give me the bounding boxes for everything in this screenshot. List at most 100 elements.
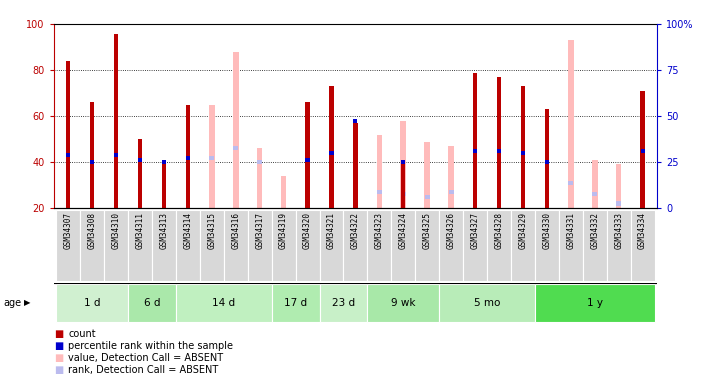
Bar <box>200 210 224 281</box>
Text: GSM34334: GSM34334 <box>638 212 647 249</box>
Bar <box>296 210 320 281</box>
Bar <box>391 210 415 281</box>
Text: age: age <box>4 298 22 308</box>
Bar <box>209 105 215 208</box>
Text: GSM34325: GSM34325 <box>423 212 432 249</box>
Bar <box>66 61 70 208</box>
Bar <box>521 151 526 155</box>
Text: 23 d: 23 d <box>332 298 355 308</box>
Bar <box>162 162 166 208</box>
Bar <box>521 86 525 208</box>
Text: GSM34330: GSM34330 <box>542 212 551 249</box>
Bar <box>271 284 320 322</box>
Text: GSM34333: GSM34333 <box>614 212 623 249</box>
Bar <box>463 210 487 281</box>
Bar <box>545 110 549 208</box>
Bar <box>569 181 573 185</box>
Text: ■: ■ <box>54 341 63 351</box>
Bar <box>487 210 511 281</box>
Text: GSM34307: GSM34307 <box>64 212 73 249</box>
Text: ■: ■ <box>54 353 63 363</box>
Bar <box>535 284 655 322</box>
Bar <box>545 160 549 164</box>
Text: ■: ■ <box>54 365 63 375</box>
Bar <box>377 190 382 194</box>
Bar <box>320 210 343 281</box>
Bar <box>439 210 463 281</box>
Bar <box>473 73 477 208</box>
Text: 5 mo: 5 mo <box>474 298 500 308</box>
Bar <box>257 160 262 164</box>
Bar <box>233 52 238 208</box>
Bar <box>616 165 622 208</box>
Bar <box>583 210 607 281</box>
Bar <box>425 195 429 199</box>
Bar <box>224 210 248 281</box>
Bar <box>592 160 597 208</box>
Bar <box>281 176 286 208</box>
Bar <box>176 284 271 322</box>
Bar <box>56 284 128 322</box>
Bar <box>616 201 621 206</box>
Text: GSM34326: GSM34326 <box>447 212 456 249</box>
Bar <box>640 148 645 153</box>
Bar <box>630 210 655 281</box>
Bar <box>210 156 214 160</box>
Bar <box>640 91 645 208</box>
Bar <box>497 148 501 153</box>
Bar <box>162 160 166 164</box>
Bar <box>473 148 477 153</box>
Bar <box>424 141 430 208</box>
Bar <box>368 210 391 281</box>
Text: rank, Detection Call = ABSENT: rank, Detection Call = ABSENT <box>68 365 218 375</box>
Bar <box>152 210 176 281</box>
Text: value, Detection Call = ABSENT: value, Detection Call = ABSENT <box>68 353 223 363</box>
Text: 1 y: 1 y <box>587 298 602 308</box>
Text: GSM34323: GSM34323 <box>375 212 384 249</box>
Text: 17 d: 17 d <box>284 298 307 308</box>
Text: GSM34331: GSM34331 <box>567 212 575 249</box>
Bar <box>448 146 454 208</box>
Text: percentile rank within the sample: percentile rank within the sample <box>68 341 233 351</box>
Bar <box>401 165 406 208</box>
Bar <box>90 160 94 164</box>
Bar <box>80 210 104 281</box>
Text: 14 d: 14 d <box>213 298 236 308</box>
Bar <box>511 210 535 281</box>
Text: GSM34308: GSM34308 <box>88 212 97 249</box>
Text: GSM34311: GSM34311 <box>136 212 144 249</box>
Bar <box>415 210 439 281</box>
Bar <box>271 210 296 281</box>
Bar <box>535 210 559 281</box>
Text: GSM34313: GSM34313 <box>159 212 169 249</box>
Bar <box>114 34 118 208</box>
Text: ▶: ▶ <box>24 298 30 307</box>
Bar <box>568 40 574 208</box>
Bar <box>128 210 152 281</box>
Bar <box>305 102 309 208</box>
Text: GSM34322: GSM34322 <box>351 212 360 249</box>
Bar <box>186 156 190 160</box>
Bar <box>138 158 142 162</box>
Bar <box>176 210 200 281</box>
Bar <box>592 192 597 196</box>
Text: 1 d: 1 d <box>84 298 101 308</box>
Bar <box>330 151 334 155</box>
Bar <box>138 139 142 208</box>
Bar <box>401 160 406 164</box>
Text: GSM34314: GSM34314 <box>183 212 192 249</box>
Text: GSM34310: GSM34310 <box>111 212 121 249</box>
Bar <box>104 210 128 281</box>
Text: GSM34321: GSM34321 <box>327 212 336 249</box>
Bar <box>401 121 406 208</box>
Bar <box>521 151 525 155</box>
Text: GSM34319: GSM34319 <box>279 212 288 249</box>
Bar <box>449 190 454 194</box>
Bar <box>114 153 118 158</box>
Bar <box>90 102 94 208</box>
Bar <box>607 210 630 281</box>
Text: 6 d: 6 d <box>144 298 160 308</box>
Bar <box>128 284 176 322</box>
Bar <box>320 284 368 322</box>
Bar <box>343 210 368 281</box>
